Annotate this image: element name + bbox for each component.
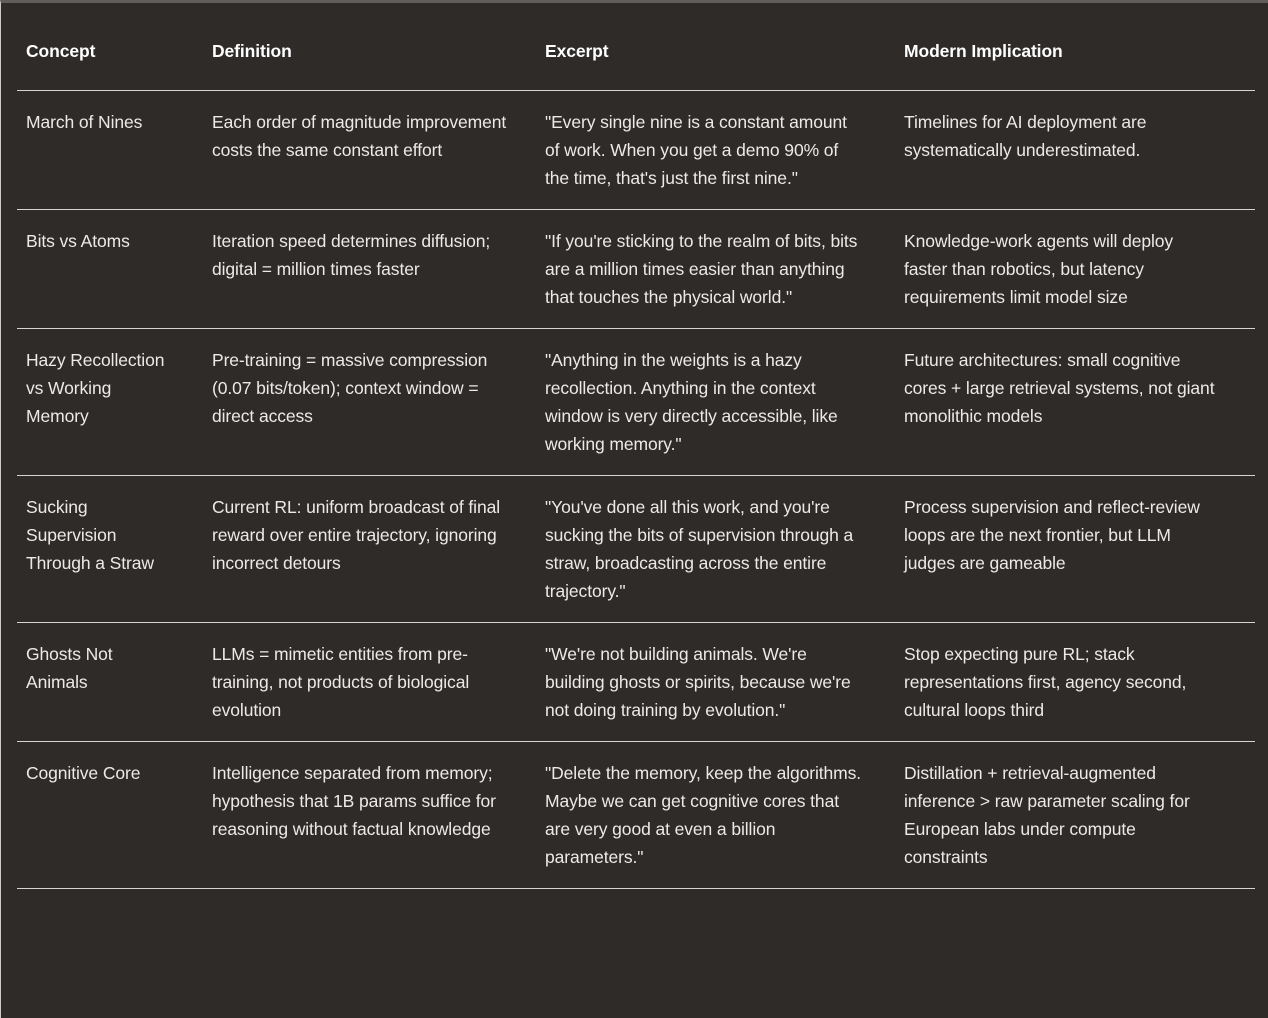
header-row: Concept Definition Excerpt Modern Implic… [17,3,1255,91]
cell-concept: March of Nines [26,112,143,132]
cell-modern-implication: Stop expecting pure RL; stack representa… [904,644,1187,720]
cell-concept: Bits vs Atoms [26,231,130,251]
cell-excerpt: "You've done all this work, and you're s… [545,497,854,601]
table-row: Hazy Recollection vs Working Memory Pre-… [17,329,1255,476]
cell-definition: Intelligence separated from memory; hypo… [212,763,496,839]
table-row: March of Nines Each order of magnitude i… [17,91,1255,210]
cell-modern-implication: Knowledge-work agents will deploy faster… [904,231,1174,307]
cell-modern-implication: Timelines for AI deployment are systemat… [904,112,1147,160]
column-header-modern-implication: Modern Implication [904,41,1063,61]
cell-concept: Cognitive Core [26,763,141,783]
cell-definition: LLMs = mimetic entities from pre-trainin… [212,644,470,720]
cell-excerpt: "If you're sticking to the realm of bits… [545,231,858,307]
cell-definition: Pre-training = massive compression (0.07… [212,350,488,426]
cell-excerpt: "Anything in the weights is a hazy recol… [545,350,838,454]
table-row: Cognitive Core Intelligence separated fr… [17,742,1255,889]
cell-concept: Hazy Recollection vs Working Memory [26,350,165,426]
cell-definition: Each order of magnitude improvement cost… [212,112,507,160]
cell-excerpt: "We're not building animals. We're build… [545,644,851,720]
cell-definition: Iteration speed determines diffusion; di… [212,231,491,279]
cell-modern-implication: Process supervision and reflect-review l… [904,497,1200,573]
cell-excerpt: "Delete the memory, keep the algorithms.… [545,763,862,867]
cell-excerpt: "Every single nine is a constant amount … [545,112,847,188]
cell-modern-implication: Distillation + retrieval-augmented infer… [904,763,1190,867]
column-header-definition: Definition [212,41,292,61]
column-header-excerpt: Excerpt [545,41,609,61]
concepts-table: Concept Definition Excerpt Modern Implic… [17,3,1255,889]
table-row: Bits vs Atoms Iteration speed determines… [17,210,1255,329]
cell-definition: Current RL: uniform broadcast of final r… [212,497,501,573]
cell-concept: Sucking Supervision Through a Straw [26,497,154,573]
column-header-concept: Concept [26,41,96,61]
table-row: Ghosts Not Animals LLMs = mimetic entiti… [17,623,1255,742]
cell-concept: Ghosts Not Animals [26,644,113,692]
table-row: Sucking Supervision Through a Straw Curr… [17,476,1255,623]
cell-modern-implication: Future architectures: small cognitive co… [904,350,1215,426]
